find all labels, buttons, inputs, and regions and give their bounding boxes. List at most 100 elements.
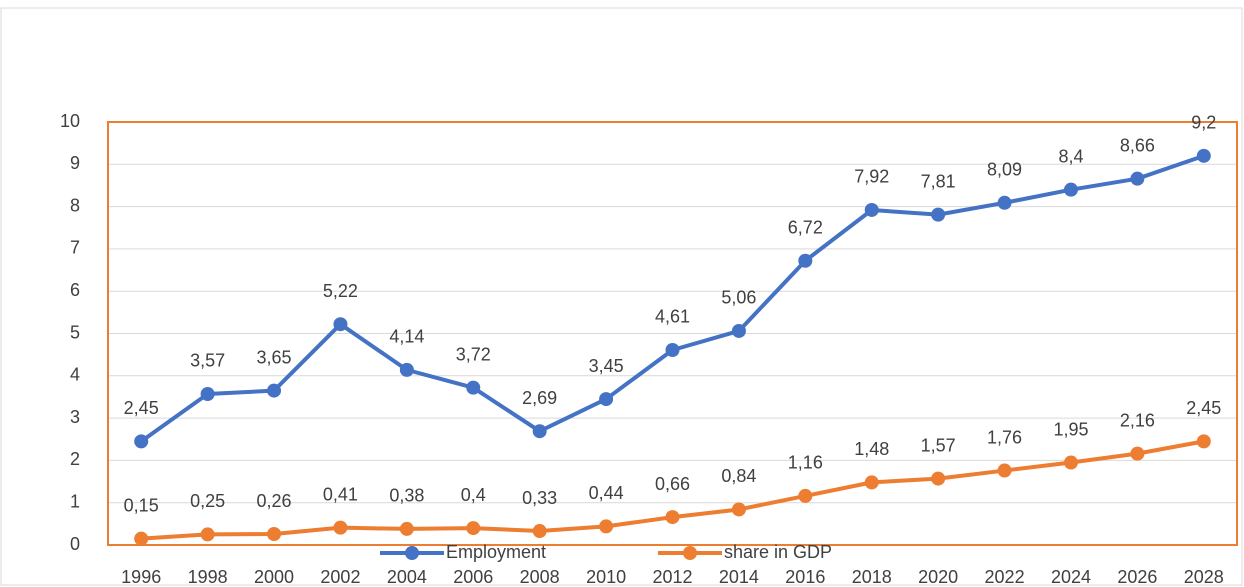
- legend-marker: [405, 546, 419, 560]
- point: [333, 317, 348, 332]
- data-label: 7,92: [854, 167, 889, 187]
- x-tick-label: 2024: [1051, 567, 1091, 587]
- point: [997, 195, 1012, 210]
- point: [864, 202, 879, 217]
- point: [665, 342, 680, 357]
- point: [599, 392, 614, 407]
- point: [333, 520, 348, 535]
- x-tick-label: 2012: [652, 567, 692, 587]
- point: [532, 524, 547, 539]
- point: [399, 362, 414, 377]
- point: [532, 424, 547, 439]
- plot-border: [107, 121, 1238, 546]
- y-tick-label: 7: [70, 238, 80, 258]
- point: [731, 323, 746, 338]
- y-tick-label: 1: [70, 491, 80, 511]
- data-label: 0,25: [190, 491, 225, 511]
- x-tick-label: 2018: [852, 567, 892, 587]
- data-label: 0,84: [721, 466, 756, 486]
- y-tick-label: 2: [70, 449, 80, 469]
- x-tick-label: 1998: [188, 567, 228, 587]
- data-label: 2,16: [1120, 410, 1155, 430]
- point: [1196, 434, 1211, 449]
- data-label: 3,45: [589, 356, 624, 376]
- data-label: 9,2: [1191, 113, 1216, 133]
- x-tick-label: 2004: [387, 567, 427, 587]
- point: [931, 471, 946, 486]
- point: [134, 531, 149, 546]
- point: [997, 463, 1012, 478]
- data-label: 2,45: [124, 398, 159, 418]
- data-label: 7,81: [921, 171, 956, 191]
- data-label: 1,76: [987, 427, 1022, 447]
- x-tick-label: 2006: [453, 567, 493, 587]
- point: [1196, 148, 1211, 163]
- data-label: 3,65: [257, 347, 292, 367]
- legend-marker: [683, 546, 697, 560]
- y-tick-label: 3: [70, 407, 80, 427]
- data-label: 4,14: [389, 327, 424, 347]
- y-tick-label: 4: [70, 365, 80, 385]
- data-label: 0,41: [323, 484, 358, 504]
- x-tick-label: 2020: [918, 567, 958, 587]
- x-tick-label: 2014: [719, 567, 759, 587]
- point: [599, 519, 614, 534]
- point: [1063, 182, 1078, 197]
- point: [1063, 455, 1078, 470]
- x-tick-label: 2010: [586, 567, 626, 587]
- x-tick-label: 1996: [121, 567, 161, 587]
- point: [1130, 171, 1145, 186]
- data-label: 5,22: [323, 281, 358, 301]
- point: [798, 488, 813, 503]
- point: [399, 521, 414, 536]
- x-tick-label: 2016: [785, 567, 825, 587]
- data-label: 1,57: [921, 435, 956, 455]
- y-tick-label: 0: [70, 534, 80, 554]
- x-tick-label: 2000: [254, 567, 294, 587]
- data-label: 8,66: [1120, 135, 1155, 155]
- point: [864, 475, 879, 490]
- point: [134, 434, 149, 449]
- data-label: 0,33: [522, 488, 557, 508]
- point: [1130, 446, 1145, 461]
- data-label: 1,48: [854, 439, 889, 459]
- data-label: 2,45: [1186, 398, 1221, 418]
- point: [466, 380, 481, 395]
- data-label: 4,61: [655, 307, 690, 327]
- y-tick-label: 9: [70, 153, 80, 173]
- point: [931, 207, 946, 222]
- data-label: 6,72: [788, 217, 823, 237]
- data-label: 0,66: [655, 474, 690, 494]
- y-tick-label: 6: [70, 280, 80, 300]
- x-tick-label: 2008: [520, 567, 560, 587]
- data-label: 8,4: [1058, 146, 1083, 166]
- data-label: 3,57: [190, 351, 225, 371]
- data-label: 0,44: [589, 483, 624, 503]
- point: [798, 253, 813, 268]
- x-tick-label: 2028: [1184, 567, 1224, 587]
- data-label: 8,09: [987, 160, 1022, 180]
- point: [267, 383, 282, 398]
- y-tick-label: 8: [70, 195, 80, 215]
- legend-label: Employment: [446, 542, 546, 562]
- point: [200, 386, 215, 401]
- data-label: 5,06: [721, 288, 756, 308]
- chart-border: [0, 7, 1243, 586]
- data-label: 0,38: [389, 486, 424, 506]
- data-label: 1,95: [1053, 419, 1088, 439]
- data-label: 2,69: [522, 388, 557, 408]
- x-tick-label: 2022: [985, 567, 1025, 587]
- y-tick-label: 10: [60, 111, 80, 131]
- data-label: 0,26: [257, 491, 292, 511]
- point: [200, 527, 215, 542]
- legend-label: share in GDP: [724, 542, 832, 562]
- data-label: 1,16: [788, 453, 823, 473]
- y-tick-label: 5: [70, 322, 80, 342]
- point: [267, 527, 282, 542]
- x-tick-label: 2026: [1117, 567, 1157, 587]
- point: [731, 502, 746, 517]
- x-tick-label: 2002: [320, 567, 360, 587]
- data-label: 0,4: [461, 485, 486, 505]
- series-line: [140, 153, 1205, 443]
